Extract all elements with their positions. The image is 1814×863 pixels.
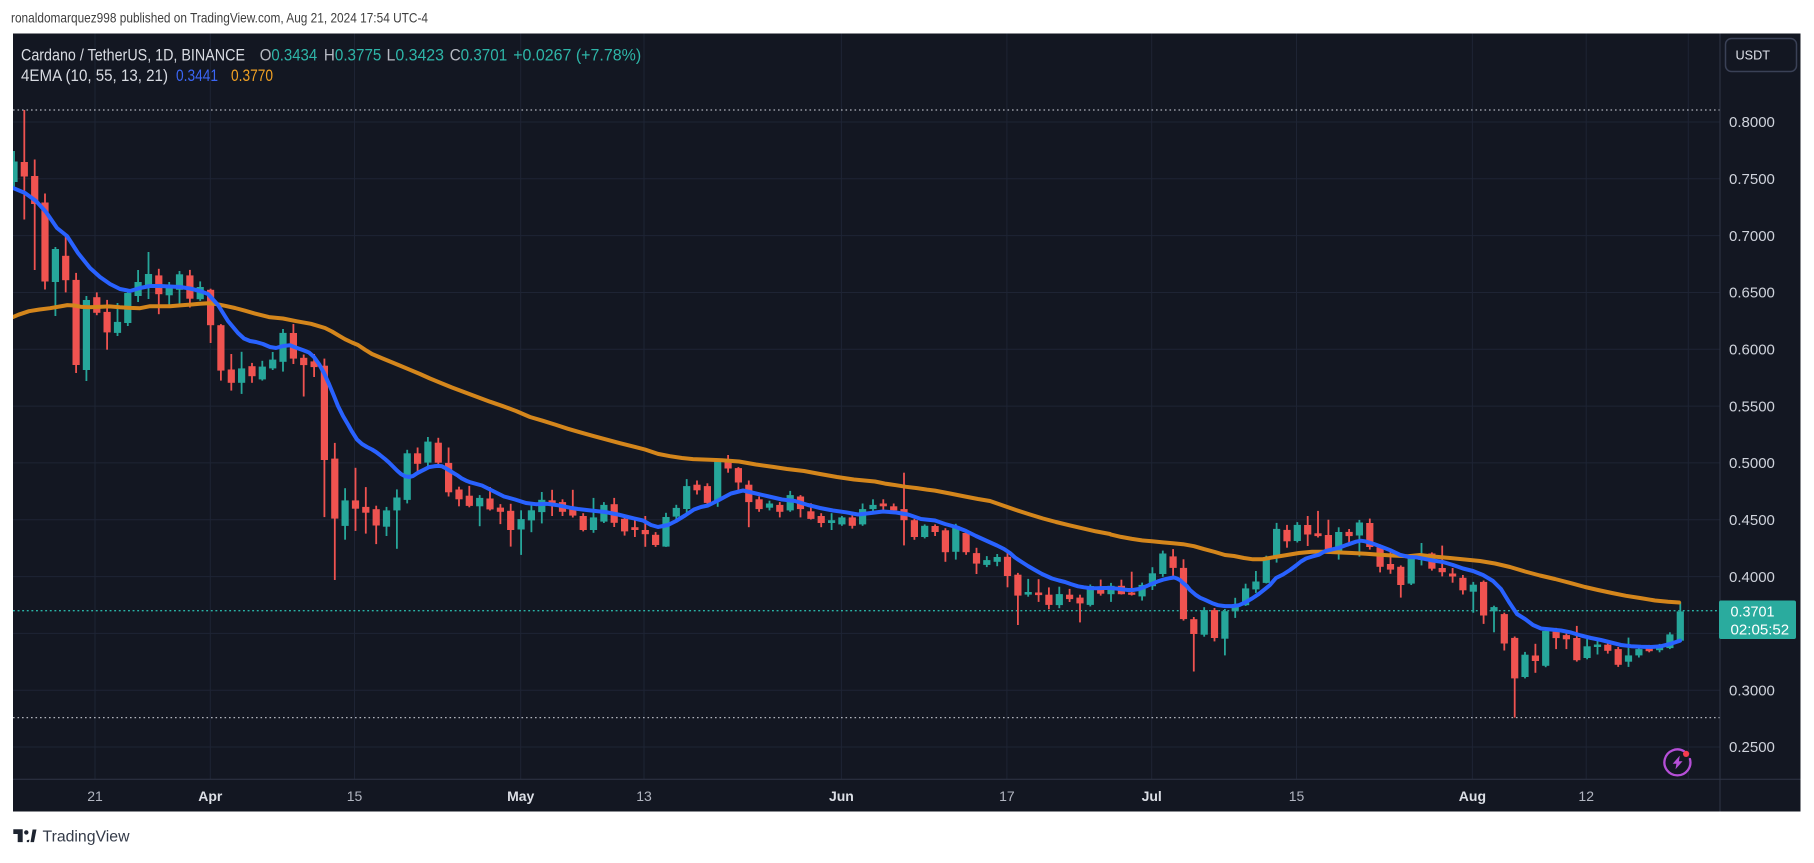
svg-text:02:05:52: 02:05:52 (1731, 621, 1790, 638)
svg-text:0.4500: 0.4500 (1729, 512, 1775, 529)
svg-text:17: 17 (999, 788, 1015, 804)
svg-text:0.3441: 0.3441 (176, 67, 218, 85)
svg-text:0.6000: 0.6000 (1729, 342, 1775, 359)
svg-text:TradingView: TradingView (43, 829, 131, 846)
svg-text:0.3701: 0.3701 (1731, 603, 1775, 620)
svg-text:C0.3701: C0.3701 (450, 47, 508, 65)
svg-text:15: 15 (347, 788, 363, 804)
svg-text:H0.3775: H0.3775 (324, 47, 382, 65)
svg-text:0.2500: 0.2500 (1729, 739, 1775, 756)
svg-text:0.5000: 0.5000 (1729, 455, 1775, 472)
svg-text:0.8000: 0.8000 (1729, 114, 1775, 131)
svg-text:Jun: Jun (829, 788, 854, 804)
svg-text:13: 13 (636, 788, 652, 804)
svg-text:0.5500: 0.5500 (1729, 398, 1775, 415)
svg-text:0.4000: 0.4000 (1729, 569, 1775, 586)
svg-text:O0.3434: O0.3434 (260, 47, 318, 65)
svg-text:Cardano / TetherUS, 1D, BINANC: Cardano / TetherUS, 1D, BINANCE (21, 47, 245, 65)
svg-text:USDT: USDT (1736, 48, 1771, 63)
svg-text:Apr: Apr (198, 788, 223, 804)
svg-text:0.3000: 0.3000 (1729, 682, 1775, 699)
svg-text:Aug: Aug (1459, 788, 1486, 804)
svg-text:May: May (507, 788, 534, 804)
svg-text:ronaldomarquez998 published on: ronaldomarquez998 published on TradingVi… (11, 10, 428, 26)
svg-text:L0.3423: L0.3423 (387, 47, 445, 65)
svg-text:12: 12 (1578, 788, 1594, 804)
svg-text:21: 21 (87, 788, 103, 804)
svg-text:+0.0267 (+7.78%): +0.0267 (+7.78%) (513, 47, 641, 65)
svg-text:4EMA (10, 55, 13, 21): 4EMA (10, 55, 13, 21) (21, 67, 168, 85)
svg-text:0.7500: 0.7500 (1729, 171, 1775, 188)
svg-text:Jul: Jul (1142, 788, 1162, 804)
svg-text:15: 15 (1289, 788, 1305, 804)
svg-text:0.3770: 0.3770 (231, 67, 273, 85)
svg-text:0.7000: 0.7000 (1729, 228, 1775, 245)
svg-text:0.6500: 0.6500 (1729, 285, 1775, 302)
